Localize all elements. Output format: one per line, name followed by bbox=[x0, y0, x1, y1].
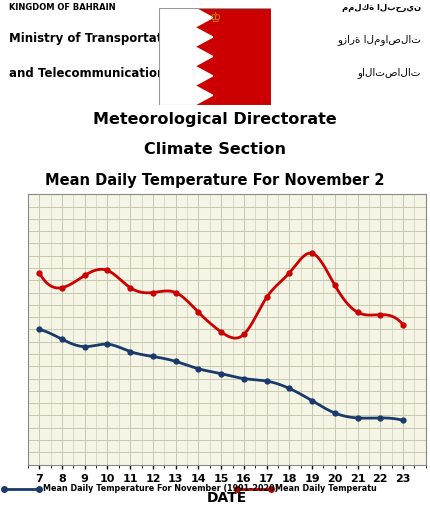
Text: Meteorological Directorate: Meteorological Directorate bbox=[93, 112, 337, 127]
X-axis label: DATE: DATE bbox=[207, 490, 247, 505]
Polygon shape bbox=[195, 66, 213, 86]
Bar bbox=[159, 8, 195, 105]
Bar bbox=[195, 8, 271, 105]
Polygon shape bbox=[195, 27, 213, 47]
Text: and Telecommunications: and Telecommunications bbox=[9, 67, 172, 80]
Polygon shape bbox=[195, 8, 213, 27]
Text: Climate Section: Climate Section bbox=[144, 142, 286, 158]
Text: والاتصالات: والاتصالات bbox=[358, 67, 421, 78]
Text: KINGDOM OF BAHRAIN: KINGDOM OF BAHRAIN bbox=[9, 3, 115, 12]
Polygon shape bbox=[195, 86, 213, 105]
Text: Ministry of Transportation: Ministry of Transportation bbox=[9, 33, 182, 45]
Polygon shape bbox=[195, 47, 213, 66]
Text: Mean Daily Temperatu: Mean Daily Temperatu bbox=[275, 484, 377, 493]
Text: Mean Daily Temperature For November 2: Mean Daily Temperature For November 2 bbox=[45, 173, 385, 187]
Text: Mean Daily Temperature For November (1991-2020): Mean Daily Temperature For November (199… bbox=[43, 484, 278, 493]
Text: وزارة المواصلات: وزارة المواصلات bbox=[338, 35, 421, 45]
Text: ♔: ♔ bbox=[209, 12, 221, 25]
Text: مملكة البحرين: مملكة البحرين bbox=[342, 3, 421, 12]
